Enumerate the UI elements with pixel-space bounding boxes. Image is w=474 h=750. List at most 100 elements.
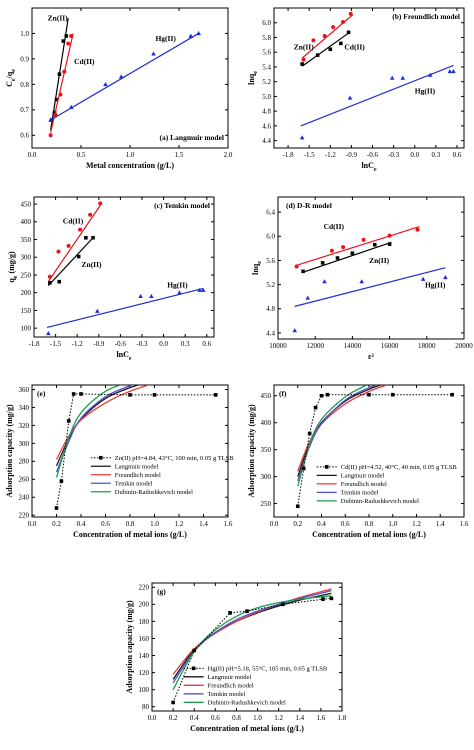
experimental-point	[66, 419, 71, 423]
data-point	[299, 135, 305, 140]
panel-b-ylabel: lnqe	[247, 71, 259, 85]
panel-b: -1.8 -1.5 -1.2 -0.9 -0.6 -0.3 0.0 0.3 0.6 4.4 4.6 4…	[247, 7, 465, 173]
data-point	[315, 53, 320, 57]
data-point	[322, 34, 327, 38]
y-tick-label: 260	[19, 476, 30, 484]
x-tick-label: 12000	[306, 342, 324, 350]
legend-label-1: Freundlich model	[115, 472, 161, 479]
series-fit-line-0	[301, 241, 392, 274]
data-point	[320, 261, 325, 265]
data-point	[300, 62, 304, 66]
data-point	[359, 279, 364, 284]
panel-g-plot	[171, 588, 334, 705]
x-tick-label: 1.2	[175, 520, 184, 528]
panel-f-frame	[273, 384, 465, 518]
data-point	[328, 47, 333, 52]
x-tick-label: 1.0	[150, 520, 159, 528]
experimental-point	[228, 611, 232, 615]
y-tick-label: 160	[139, 635, 150, 643]
x-tick-label: 0.0	[28, 151, 37, 159]
y-tick-label: 0.9	[20, 55, 29, 63]
x-tick-label: 1.2	[274, 714, 283, 722]
experimental-point	[450, 392, 454, 397]
x-tick-label: 1.8	[338, 714, 347, 722]
experimental-point	[152, 393, 157, 397]
x-tick-label: 0.2	[293, 520, 302, 528]
panel-a-ylabel: Ce/qe	[5, 69, 17, 87]
data-point	[347, 95, 353, 100]
y-tick-label: 140	[139, 652, 150, 660]
y-tick-label: 4.4	[262, 137, 271, 145]
y-tick-label: 360	[19, 386, 30, 394]
experimental-point	[319, 393, 324, 398]
data-point	[149, 293, 154, 298]
legend-label-1: Freundlich model	[208, 683, 254, 690]
x-tick-label: 20000	[455, 342, 473, 350]
data-point	[322, 279, 327, 284]
x-tick-label: -1.5	[50, 340, 62, 348]
series-label-0: Zn(II)	[369, 256, 390, 265]
panel-b-plot	[299, 11, 456, 140]
panel-b-frame	[273, 7, 465, 149]
x-tick-label: 0.0	[270, 520, 279, 528]
data-point	[64, 34, 69, 38]
legend-label-2: Temkin model	[208, 691, 246, 698]
x-tick-label: 0.6	[211, 714, 220, 722]
x-tick-label: 1.0	[253, 714, 262, 722]
y-tick-label: 300	[21, 254, 32, 262]
x-tick-label: -1.2	[72, 340, 84, 348]
data-point	[103, 81, 108, 87]
legend-label-2: Temkin model	[341, 490, 379, 497]
x-tick-label: 0.0	[410, 151, 419, 159]
series-label-1: Cd(II)	[63, 217, 84, 226]
x-tick-label: -1.5	[304, 151, 316, 159]
y-tick-label: 4.8	[266, 305, 275, 313]
panel-e-legend: Zn(II) pH=4.84, 43°C, 100 min, 0.05 g TL…	[90, 455, 234, 496]
series-fit-line-2	[50, 32, 199, 121]
panel-d-xlabel: ε²	[368, 352, 374, 361]
experimental-point	[192, 648, 197, 653]
data-point	[61, 39, 66, 43]
data-point	[52, 110, 57, 115]
experimental-point	[59, 479, 64, 483]
panel-d-plot	[292, 226, 448, 333]
experimental-point	[367, 392, 371, 397]
experimental-point	[325, 392, 330, 397]
x-tick-label: 1.6	[317, 714, 326, 722]
series-fit-line-0	[47, 237, 94, 287]
x-tick-label: 1.2	[412, 520, 421, 528]
data-point	[339, 41, 343, 46]
experimental-point	[245, 609, 249, 613]
legend-label-0: Langmuir model	[115, 464, 159, 471]
panel-e-xlabel: Concentration of metal ions (g/L)	[73, 530, 187, 539]
x-tick-label: -0.6	[115, 340, 127, 348]
panel-g-ylabel: Adsorption capacity (mg/g)	[125, 600, 134, 694]
x-tick-label: 0.8	[232, 714, 241, 722]
y-tick-label: 450	[21, 200, 32, 208]
series-fit-line-1	[47, 203, 103, 282]
data-point	[196, 31, 201, 36]
data-point	[138, 293, 143, 298]
data-point	[66, 243, 71, 248]
legend-label-0: Langmuir model	[341, 473, 385, 480]
x-tick-label: 0.0	[148, 714, 157, 722]
data-point	[341, 245, 346, 250]
data-point	[57, 72, 62, 76]
x-tick-label: 16000	[381, 342, 399, 350]
series-label-2: Hg(II)	[415, 86, 436, 95]
legend-label-experimental: Hg(II) pH=5.18, 55°C, 105 min, 0.05 g TL…	[208, 666, 328, 673]
x-tick-label: 0.0	[28, 520, 37, 528]
x-tick-label: 1.6	[224, 520, 233, 528]
data-point	[95, 308, 100, 313]
data-point	[58, 92, 63, 97]
data-point	[387, 233, 392, 238]
data-point	[57, 279, 61, 284]
y-tick-label: 150	[21, 307, 32, 315]
data-point	[301, 57, 306, 62]
panel-g: 0.0 0.2 0.4 0.6 0.8 1.0 1.2 1.4 1.6 1.8 80 100 120 14…	[125, 582, 347, 733]
panel-f-ylabel: Adsorption capacity (mg/g)	[247, 404, 256, 498]
series-fit-line-1	[296, 226, 420, 266]
x-tick-label: 0.4	[317, 520, 326, 528]
panel-a: 0.0 0.5 1.0 1.5 2.0 0.6 0.7 0.8 0.9 1.0 Metal conc…	[5, 7, 233, 170]
y-tick-label: 1.0	[20, 30, 29, 38]
